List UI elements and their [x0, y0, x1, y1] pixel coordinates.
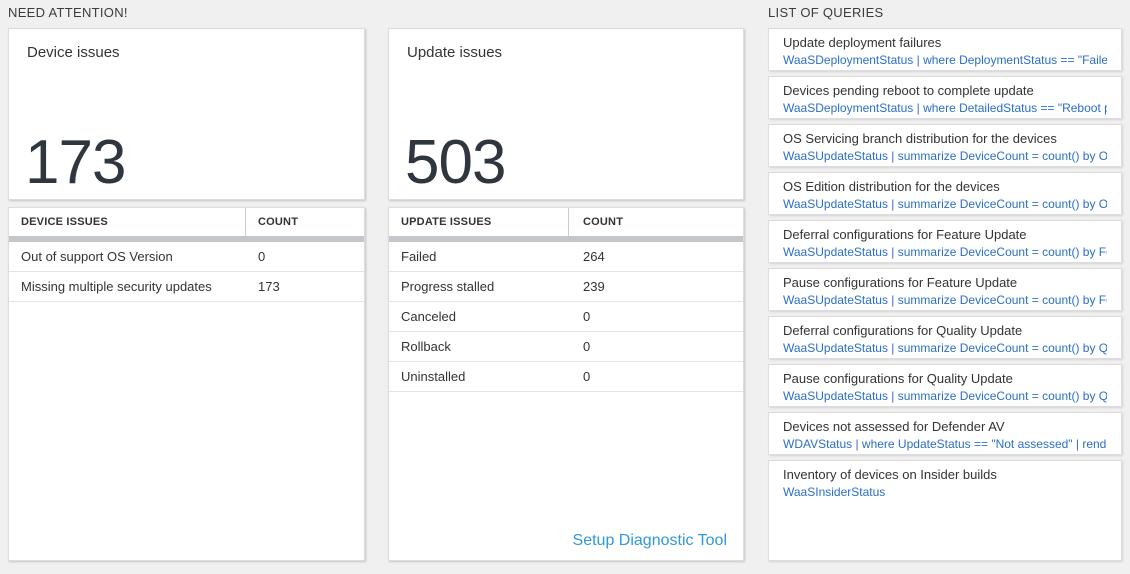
- issue-label: Uninstalled: [401, 369, 466, 384]
- table-row[interactable]: Canceled 0: [389, 302, 743, 332]
- update-issues-table-header: UPDATE ISSUES COUNT: [389, 208, 743, 236]
- query-list-item[interactable]: Inventory of devices on Insider builds W…: [768, 460, 1122, 561]
- query-text: WaaSUpdateStatus | summarize DeviceCount…: [783, 341, 1107, 355]
- query-title: Deferral configurations for Quality Upda…: [783, 323, 1023, 338]
- query-list-item[interactable]: Update deployment failures WaaSDeploymen…: [768, 28, 1122, 71]
- issue-count: 173: [258, 279, 280, 294]
- update-issues-title: Update issues: [407, 44, 503, 61]
- query-title: Devices pending reboot to complete updat…: [783, 83, 1034, 98]
- query-text: WaaSUpdateStatus | summarize DeviceCount…: [783, 197, 1107, 211]
- issue-label: Progress stalled: [401, 279, 495, 294]
- issue-count: 0: [583, 309, 591, 324]
- query-list-item[interactable]: Deferral configurations for Quality Upda…: [768, 316, 1122, 359]
- issue-count: 0: [258, 249, 266, 264]
- issue-label: Missing multiple security updates: [21, 279, 212, 294]
- update-issues-count: 503: [405, 127, 506, 197]
- query-title: Pause configurations for Feature Update: [783, 275, 1018, 290]
- query-title: Deferral configurations for Feature Upda…: [783, 227, 1027, 242]
- query-list-item[interactable]: Pause configurations for Quality Update …: [768, 364, 1122, 407]
- issue-label: Failed: [401, 249, 437, 264]
- device-issues-rows: Out of support OS Version 0 Missing mult…: [9, 242, 364, 302]
- device-issues-tile[interactable]: Device issues 173: [8, 28, 365, 200]
- table-header-bar: [389, 236, 743, 242]
- issue-label: Canceled: [401, 309, 456, 324]
- query-list-item[interactable]: Devices pending reboot to complete updat…: [768, 76, 1122, 119]
- issue-label: Out of support OS Version: [21, 249, 173, 264]
- query-text: WaaSUpdateStatus | summarize DeviceCount…: [783, 293, 1107, 307]
- query-title: Inventory of devices on Insider builds: [783, 467, 997, 482]
- query-list-item[interactable]: OS Servicing branch distribution for the…: [768, 124, 1122, 167]
- device-issues-table-tile: DEVICE ISSUES COUNT Out of support OS Ve…: [8, 207, 365, 561]
- query-text: WaaSUpdateStatus | summarize DeviceCount…: [783, 389, 1107, 403]
- query-title: Devices not assessed for Defender AV: [783, 419, 1005, 434]
- query-title: OS Servicing branch distribution for the…: [783, 131, 1057, 146]
- need-attention-heading: NEED ATTENTION!: [8, 5, 128, 20]
- query-title: OS Edition distribution for the devices: [783, 179, 1000, 194]
- issue-count: 0: [583, 339, 591, 354]
- issue-count: 264: [583, 249, 605, 264]
- issue-count: 239: [583, 279, 605, 294]
- query-text: WDAVStatus | where UpdateStatus == "Not …: [783, 437, 1107, 451]
- query-text: WaaSInsiderStatus: [783, 485, 886, 499]
- table-row[interactable]: Missing multiple security updates 173: [9, 272, 364, 302]
- update-issues-col-header: UPDATE ISSUES: [389, 208, 569, 236]
- update-issues-rows: Failed 264 Progress stalled 239 Canceled…: [389, 242, 743, 392]
- table-row[interactable]: Out of support OS Version 0: [9, 242, 364, 272]
- query-text: WaaSDeploymentStatus | where DeploymentS…: [783, 53, 1107, 67]
- table-row[interactable]: Uninstalled 0: [389, 362, 743, 392]
- list-of-queries-heading: LIST OF QUERIES: [768, 5, 884, 20]
- count-col-header: COUNT: [583, 216, 624, 228]
- query-list-item[interactable]: Pause configurations for Feature Update …: [768, 268, 1122, 311]
- issue-count: 0: [583, 369, 591, 384]
- query-title: Pause configurations for Quality Update: [783, 371, 1013, 386]
- query-list-item[interactable]: Devices not assessed for Defender AV WDA…: [768, 412, 1122, 455]
- query-text: WaaSUpdateStatus | summarize DeviceCount…: [783, 245, 1107, 259]
- count-col-header: COUNT: [258, 216, 299, 228]
- table-row[interactable]: Progress stalled 239: [389, 272, 743, 302]
- query-text: WaaSUpdateStatus | summarize DeviceCount…: [783, 149, 1107, 163]
- query-list-item[interactable]: Deferral configurations for Feature Upda…: [768, 220, 1122, 263]
- query-text: WaaSDeploymentStatus | where DetailedSta…: [783, 101, 1107, 115]
- issue-label: Rollback: [401, 339, 451, 354]
- device-issues-col-header: DEVICE ISSUES: [9, 208, 246, 236]
- table-row[interactable]: Failed 264: [389, 242, 743, 272]
- setup-diagnostic-tool-link[interactable]: Setup Diagnostic Tool: [572, 532, 727, 549]
- update-issues-table-tile: UPDATE ISSUES COUNT Failed 264 Progress …: [388, 207, 744, 561]
- query-list: Update deployment failures WaaSDeploymen…: [768, 28, 1122, 561]
- table-header-bar: [9, 236, 364, 242]
- update-issues-tile[interactable]: Update issues 503: [388, 28, 744, 200]
- device-issues-title: Device issues: [27, 44, 120, 61]
- query-list-item[interactable]: OS Edition distribution for the devices …: [768, 172, 1122, 215]
- device-issues-count: 173: [25, 127, 126, 197]
- query-title: Update deployment failures: [783, 35, 942, 50]
- table-row[interactable]: Rollback 0: [389, 332, 743, 362]
- device-issues-table-header: DEVICE ISSUES COUNT: [9, 208, 364, 236]
